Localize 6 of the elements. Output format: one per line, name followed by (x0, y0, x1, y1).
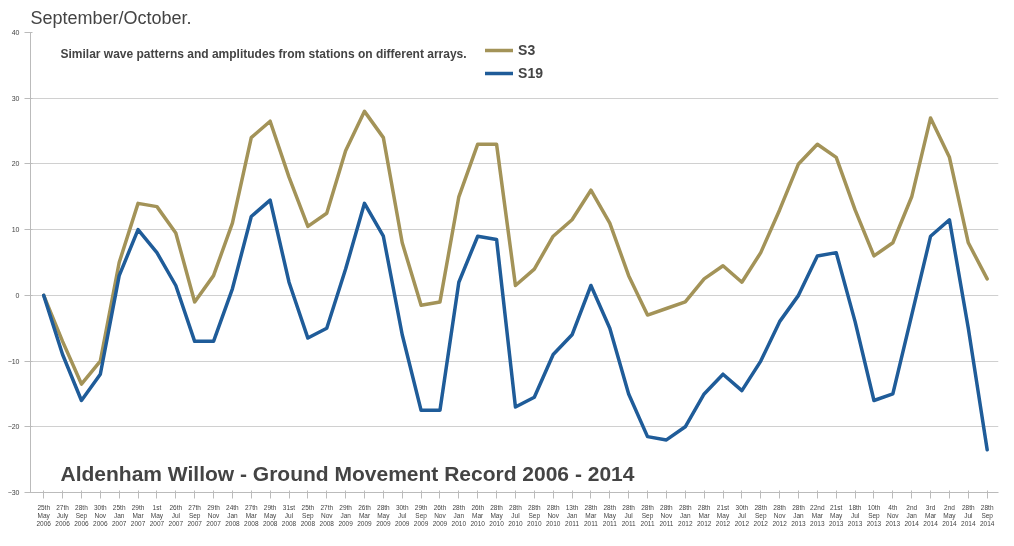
annotation: Similar wave patterns and amplitudes from stations on different arrays. (60, 46, 467, 61)
legend-label: S19 (518, 65, 543, 81)
legend-label: S3 (518, 42, 537, 58)
text: September/October. (30, 7, 192, 28)
text: Aldenham Willow - Ground Movement Record 2006 - 2014 (60, 461, 635, 485)
line-series (41, 198, 989, 452)
